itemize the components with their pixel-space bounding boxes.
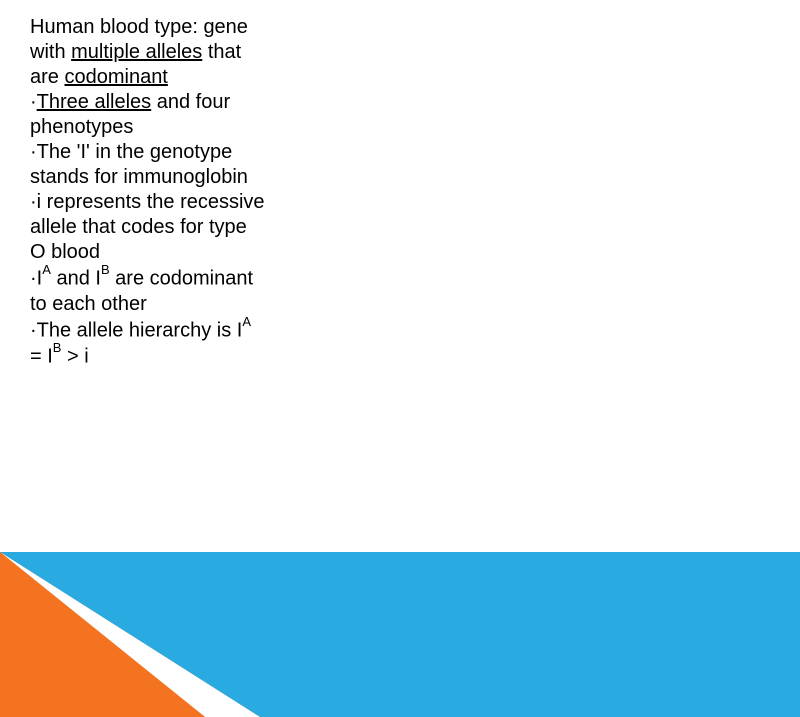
- white-divider-triangle: [0, 552, 260, 717]
- bullet1-prefix: ·: [30, 91, 37, 113]
- bullet5-part1: ·The allele hierarchy is I: [30, 319, 242, 341]
- blue-band: [0, 552, 800, 717]
- bullet2: ·The 'I' in the genotype stands for immu…: [30, 141, 248, 188]
- bullet4-sup-a: A: [42, 262, 51, 277]
- orange-triangle-front: [0, 552, 205, 717]
- bullet4-part2: and I: [51, 268, 101, 290]
- bullet3: ·i represents the recessive allele that …: [30, 191, 265, 263]
- bullet4-sup-b: B: [101, 262, 110, 277]
- orange-triangle: [0, 552, 260, 717]
- bullet5-part3: > i: [61, 346, 88, 368]
- bullet5-sup-b: B: [53, 340, 62, 355]
- slide-text-block: Human blood type: gene with multiple all…: [30, 15, 265, 370]
- bullet4-part1: ·I: [30, 268, 42, 290]
- heading-underlined-codominant: codominant: [64, 66, 167, 88]
- footer-decoration: [0, 552, 800, 717]
- heading-underlined-multiple-alleles: multiple alleles: [71, 41, 202, 63]
- bullet1-underlined: Three alleles: [37, 91, 152, 113]
- bullet5-sup-a: A: [242, 314, 251, 329]
- bullet5-part2: = I: [30, 346, 53, 368]
